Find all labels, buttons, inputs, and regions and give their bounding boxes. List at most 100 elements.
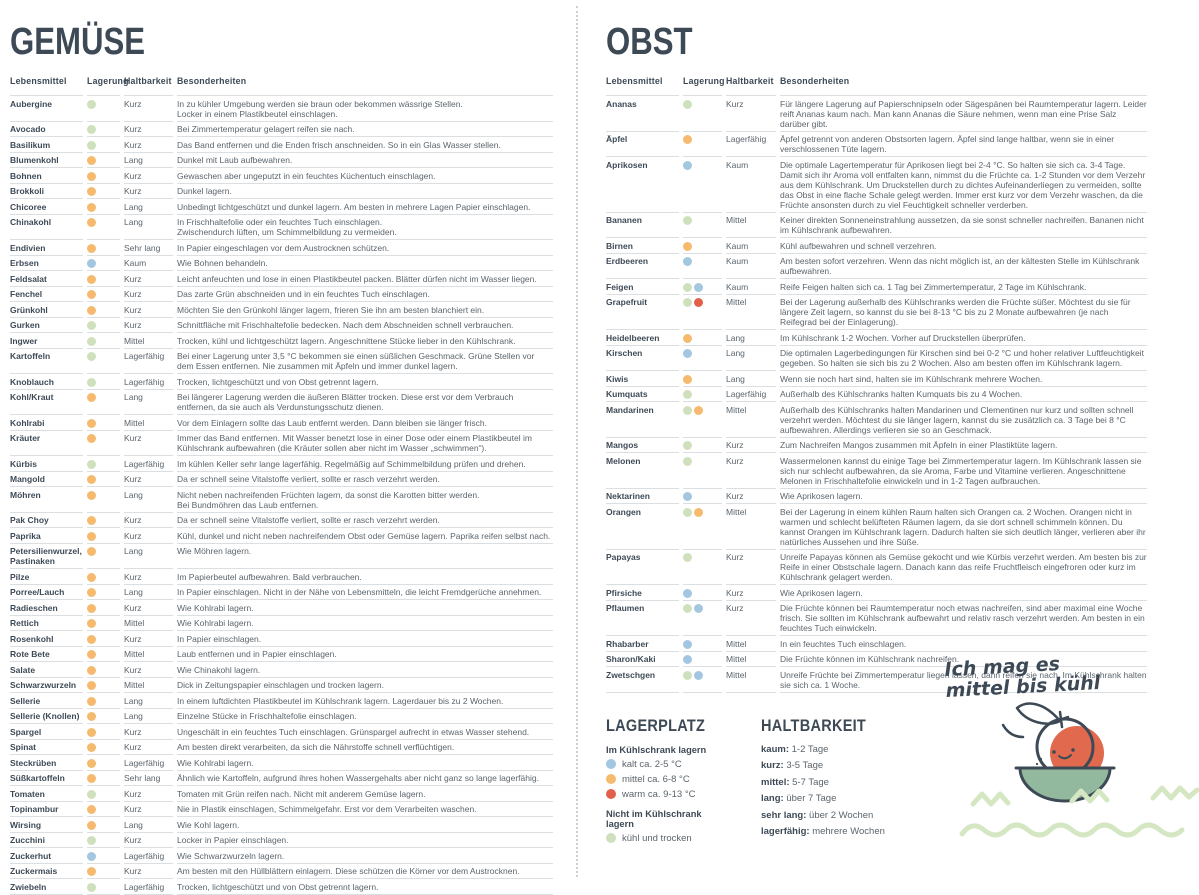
- storage-dot-green: [683, 604, 692, 613]
- storage-dot-green: [87, 321, 96, 330]
- notes-text: Kühl, dunkel und nicht neben nachreifend…: [177, 527, 553, 543]
- food-name: Kartoffeln: [10, 347, 83, 374]
- fruit-bowl-illustration: [959, 702, 1199, 838]
- table-row: Kumquats Lagerfähig Außerhalb des Kühlschr…: [606, 385, 1147, 402]
- shelf-life: Mittel: [124, 332, 173, 348]
- food-name: Feldsalat: [10, 270, 83, 286]
- legend-shelf-value: über 7 Tage: [783, 793, 837, 804]
- storage-dot-green: [683, 456, 692, 466]
- shelf-life: Lang: [124, 707, 173, 724]
- storage-dot-orange: [683, 241, 692, 251]
- notes-text: Tomaten mit Grün reifen nach. Nicht mit …: [177, 785, 553, 801]
- table-row: Aprikosen Kaum Die optimale Lagertemperatu…: [606, 156, 1147, 212]
- notes-text: Kühl aufbewahren und schnell verzehren.: [780, 237, 1147, 253]
- legend-group-heading: Nicht im Kühlschrank lagern: [606, 808, 702, 829]
- shelf-life: Lagerfähig: [726, 385, 776, 402]
- storage-dots: [87, 676, 120, 693]
- column-header-storage: Lagerung: [683, 76, 725, 86]
- table-row: Rettich Mittel Wie Kohlrabi lagern.: [10, 614, 553, 631]
- storage-dot-green: [683, 507, 692, 517]
- table-row: Zwiebeln Lagerfähig Trocken, lichtgeschütz…: [10, 878, 553, 895]
- storage-dots: [87, 167, 120, 183]
- page-title-obst: OBST: [606, 21, 693, 63]
- shelf-life: Lagerfähig: [726, 130, 776, 157]
- storage-dot-orange: [87, 805, 96, 814]
- food-name: Pflaumen: [606, 599, 679, 636]
- storage-dot-red: [694, 298, 703, 307]
- storage-dots: [683, 599, 722, 636]
- table-row: Kartoffeln Lagerfähig Bei einer Lagerung u…: [10, 347, 553, 374]
- storage-dot-blue: [683, 588, 692, 598]
- shelf-life: Lagerfähig: [124, 754, 173, 770]
- table-row: Chinakohl Lang In Frischhaltefolie oder ei…: [10, 213, 553, 240]
- shelf-life: Mittel: [726, 650, 776, 667]
- column-header-shelf: Haltbarkeit: [124, 76, 172, 86]
- table-row: Kohl/Kraut Lang Bei längerer Lagerung werd…: [10, 388, 553, 415]
- legend: LAGERPLATZ Im Kühlschrank lagern kalt ca.…: [606, 717, 1147, 848]
- food-name: Topinambur: [10, 800, 83, 817]
- notes-text: In einem luftdichten Plastikbeutel im Kü…: [177, 692, 553, 708]
- shelf-life: Kurz: [124, 568, 173, 584]
- gemuese-panel: GEMÜSE Lebensmittel Lagerung Haltbarkeit…: [10, 0, 553, 895]
- shelf-life: Sehr lang: [124, 769, 173, 786]
- storage-dot-green: [683, 441, 692, 450]
- legend-shelf-term: kurz:: [761, 760, 784, 771]
- table-row: Birnen Kaum Kühl aufbewahren und schnell v…: [606, 237, 1147, 253]
- legend-dot-green: [606, 833, 616, 843]
- freckle: [1035, 762, 1039, 766]
- table-row: Ananas Kurz Für längere Lagerung auf Papie…: [606, 95, 1147, 131]
- storage-dot-orange: [87, 603, 96, 613]
- storage-dot-green: [683, 216, 692, 225]
- table-row: Avocado Kurz Bei Zimmertemperatur gelagert…: [10, 120, 553, 137]
- shelf-life: Kurz: [726, 436, 776, 453]
- storage-dot-orange: [87, 867, 96, 876]
- notes-text: Dunkel lagern.: [177, 182, 553, 199]
- food-name: Fenchel: [10, 285, 83, 302]
- storage-dots: [683, 385, 722, 402]
- shelf-life: Lang: [124, 486, 173, 512]
- storage-dots: [87, 95, 120, 121]
- notes-text: Da er schnell seine Vitalstoffe verliert…: [177, 470, 553, 487]
- legend-dot-red: [606, 789, 616, 799]
- shelf-life: Sehr lang: [124, 239, 173, 255]
- eye-right: [1071, 748, 1075, 752]
- table-row: Kirschen Lang Die optimalen Lagerbedingung…: [606, 344, 1147, 371]
- food-name: Blumenkohl: [10, 151, 83, 168]
- food-name: Kirschen: [606, 344, 679, 371]
- storage-dots: [87, 285, 120, 302]
- food-name: Süßkartoffeln: [10, 769, 83, 786]
- food-name: Kiwis: [606, 370, 679, 386]
- legend-shelf-item: sehr lang: über 2 Wochen: [761, 810, 885, 821]
- food-name: Feigen: [606, 278, 679, 294]
- food-name: Bananen: [606, 211, 679, 238]
- storage-dot-orange: [87, 434, 96, 443]
- storage-dots: [87, 486, 120, 512]
- table-row: Rosenkohl Kurz In Papier einschlagen.: [10, 630, 553, 646]
- food-name: Nektarinen: [606, 487, 679, 504]
- table-row: Pak Choy Kurz Da er schnell seine Vitalsto…: [10, 511, 553, 528]
- shelf-life: Lagerfähig: [124, 373, 173, 389]
- notes-text: Einzelne Stücke in Frischhaltefolie eins…: [177, 707, 553, 724]
- storage-dots: [87, 568, 120, 584]
- table-row: Radieschen Kurz Wie Kohlrabi lagern.: [10, 599, 553, 615]
- shelf-life: Mittel: [726, 211, 776, 238]
- table-row: Topinambur Kurz Nie in Plastik einschlagen…: [10, 800, 553, 817]
- storage-dot-orange: [87, 681, 96, 690]
- food-name: Mangold: [10, 470, 83, 487]
- food-name: Rettich: [10, 614, 83, 631]
- table-row: Zuckermais Kurz Am besten mit den Hüllblät…: [10, 862, 553, 879]
- storage-dots: [87, 769, 120, 786]
- notes-text: Bei Zimmertemperatur gelagert reifen sie…: [177, 120, 553, 137]
- storage-dots: [87, 270, 120, 286]
- shelf-life: Lang: [124, 151, 173, 168]
- food-name: Papayas: [606, 548, 679, 585]
- food-name: Chinakohl: [10, 213, 83, 240]
- notes-text: Laub entfernen und in Papier einschlagen…: [177, 645, 553, 662]
- storage-dots: [683, 436, 722, 453]
- table-row: Tomaten Kurz Tomaten mit Grün reifen nach.…: [10, 785, 553, 801]
- storage-dots: [87, 414, 120, 430]
- shelf-life: Kurz: [124, 285, 173, 302]
- storage-dot-orange: [87, 187, 96, 196]
- food-name: Birnen: [606, 237, 679, 253]
- storage-dot-orange: [87, 274, 96, 284]
